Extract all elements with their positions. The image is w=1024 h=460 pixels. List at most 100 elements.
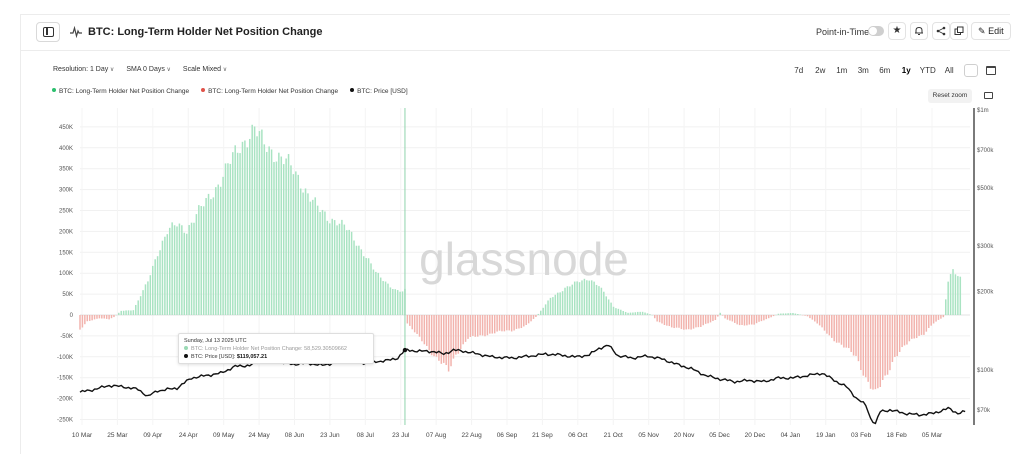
bar <box>617 308 620 315</box>
bar <box>362 256 365 315</box>
y2-tick-label: $200k <box>977 290 994 296</box>
bar <box>547 300 549 315</box>
range-3m[interactable]: 3m <box>857 66 869 75</box>
bar <box>464 315 467 342</box>
range-ytd[interactable]: YTD <box>919 66 936 75</box>
bar <box>156 256 159 315</box>
range-2w[interactable]: 2w <box>815 66 826 75</box>
bar <box>319 212 321 315</box>
bar <box>154 259 156 315</box>
toggle-sidebar-button[interactable] <box>36 22 60 42</box>
bar <box>91 315 93 321</box>
legend-item[interactable]: BTC: Long-Term Holder Net Position Chang… <box>52 88 189 95</box>
bar <box>491 315 494 334</box>
camera-icon[interactable] <box>984 92 993 99</box>
bar <box>857 315 860 362</box>
bar <box>185 233 188 315</box>
bar <box>120 310 122 315</box>
bar <box>901 315 903 348</box>
reset-zoom-button[interactable]: Reset zoom <box>928 89 972 103</box>
legend-item[interactable]: BTC: Long-Term Holder Net Position Chang… <box>201 88 338 95</box>
range-1y[interactable]: 1y <box>901 66 911 75</box>
x-tick-label: 04 Jan <box>781 432 801 439</box>
bar <box>484 315 486 337</box>
bar <box>835 315 838 343</box>
y2-tick-label: $300k <box>977 244 994 250</box>
bar <box>515 315 518 329</box>
bar <box>590 280 593 315</box>
x-tick-label: 23 Jul <box>392 432 410 439</box>
bar <box>940 315 942 319</box>
bar <box>280 156 283 315</box>
bar <box>726 315 729 320</box>
bar <box>886 315 889 375</box>
duplicate-button[interactable] <box>950 22 968 40</box>
bar <box>149 275 152 315</box>
bar <box>343 224 346 315</box>
range-all[interactable]: All <box>944 66 954 75</box>
alert-button[interactable] <box>910 22 928 40</box>
scale-dropdown[interactable]: Scale Mixed <box>183 66 227 73</box>
bar <box>731 315 734 322</box>
bar <box>869 315 872 389</box>
bar <box>552 297 554 315</box>
bar <box>898 315 901 352</box>
share-icon <box>936 26 946 36</box>
bar <box>760 315 763 322</box>
point-in-time-toggle[interactable] <box>868 26 884 36</box>
bar <box>826 315 828 334</box>
bar <box>527 315 530 324</box>
bar <box>578 282 581 315</box>
bar <box>750 315 753 325</box>
bar <box>828 315 831 336</box>
legend-item[interactable]: BTC: Price [USD] <box>350 88 408 95</box>
sma-dropdown[interactable]: SMA 0 Days <box>126 66 171 73</box>
y-tick-label: 100K <box>59 271 73 277</box>
bar-series <box>79 124 962 390</box>
bar <box>683 315 685 330</box>
y-tick-label: -50K <box>60 334 73 340</box>
resolution-dropdown[interactable]: Resolution: 1 Day <box>53 66 114 73</box>
bar <box>843 315 845 348</box>
range-6m[interactable]: 6m <box>879 66 891 75</box>
bar <box>382 281 384 315</box>
bar <box>108 315 110 320</box>
bar <box>132 310 135 315</box>
bar <box>178 223 181 315</box>
bar <box>903 315 906 346</box>
y-tick-label: -200K <box>57 397 73 403</box>
bar <box>396 290 399 315</box>
bar <box>336 225 338 315</box>
bar <box>387 283 389 315</box>
legend-dot <box>201 88 206 92</box>
x-tick-label: 06 Oct <box>568 432 587 439</box>
bar <box>544 304 547 315</box>
bar <box>818 315 821 326</box>
range-1m[interactable]: 1m <box>836 66 848 75</box>
bar <box>811 315 814 320</box>
bar <box>198 205 200 315</box>
share-button[interactable] <box>932 22 950 40</box>
tooltip-price-value: $119,057.21 <box>236 354 268 360</box>
x-tick-label: 05 Nov <box>638 432 659 439</box>
bar <box>920 315 923 335</box>
bar <box>804 315 806 316</box>
tooltip-series-row: BTC: Long-Term Holder Net Position Chang… <box>184 345 368 353</box>
bar <box>600 287 603 315</box>
range-7d[interactable]: 7d <box>794 66 804 75</box>
bar <box>930 315 932 326</box>
edit-button[interactable]: ✎ Edit <box>971 22 1011 40</box>
bar <box>554 294 557 315</box>
tooltip: Sunday, Jul 13 2025 UTC BTC: Long-Term H… <box>178 333 374 364</box>
bar <box>913 315 915 339</box>
calendar-icon[interactable] <box>986 66 996 75</box>
x-tick-label: 09 May <box>213 432 235 439</box>
bar <box>637 311 639 315</box>
page-title: BTC: Long-Term Holder Net Position Chang… <box>88 26 323 38</box>
zoom-select-icon[interactable] <box>964 64 978 77</box>
bar <box>423 315 426 345</box>
bar <box>709 315 712 323</box>
x-tick-label: 20 Dec <box>745 432 766 439</box>
favorite-button[interactable]: ★ <box>888 22 906 40</box>
